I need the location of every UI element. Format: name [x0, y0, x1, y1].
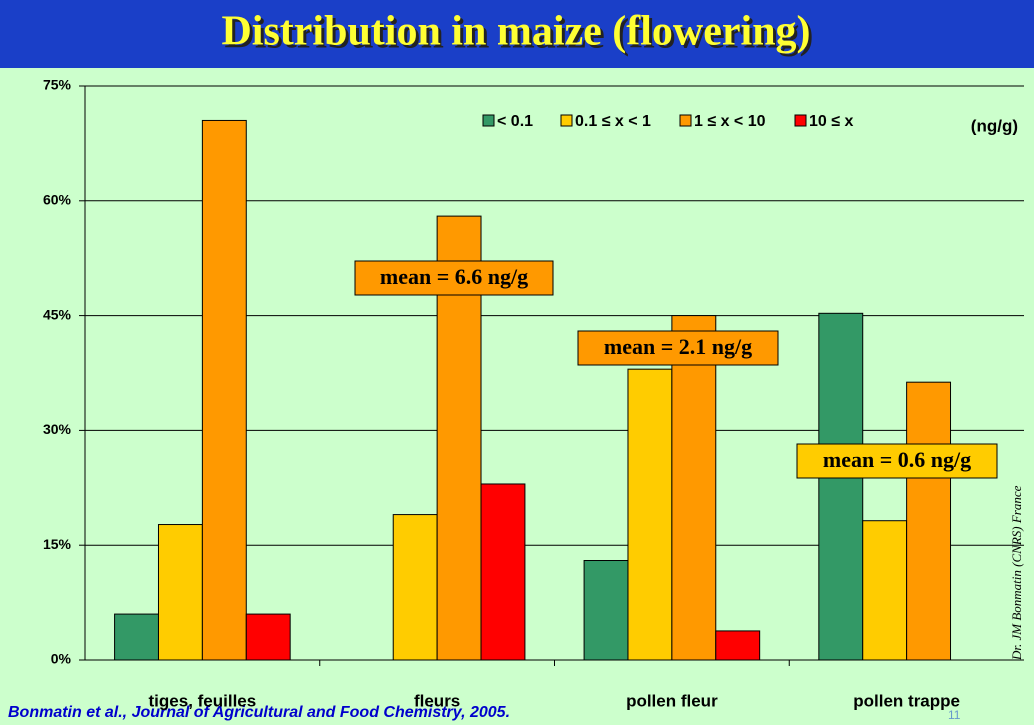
bar [114, 613, 159, 661]
y-tick-label: 45% [43, 306, 72, 322]
title-shadow: Distribution in maize (flowering) [224, 12, 813, 58]
bar [480, 483, 526, 661]
y-tick-label: 15% [43, 536, 72, 552]
legend-label: 10 ≤ x [809, 113, 853, 130]
annotation: mean = 6.6 ng/g [380, 264, 528, 289]
legend-swatch [794, 114, 807, 127]
bar [671, 315, 717, 661]
x-tick-label: pollen fleur [626, 691, 718, 710]
chart-title: Distribution in maize (flowering) [221, 9, 810, 55]
bar [245, 613, 291, 661]
bar [157, 524, 203, 661]
annotation-box [354, 260, 554, 296]
x-tick-label: fleurs [414, 691, 460, 710]
legend-swatch [679, 114, 692, 127]
page-number: 11 [948, 708, 961, 722]
bar [906, 381, 952, 661]
x-tick-label: tiges, feuilles [149, 691, 257, 710]
y-tick-label: 0% [51, 651, 72, 667]
y-tick-label: 30% [43, 421, 72, 437]
bar [715, 630, 761, 661]
annotation-box [577, 330, 779, 366]
legend-label: < 0.1 [497, 113, 533, 130]
source: Bonmatin et al., Journal of Agricultural… [8, 704, 510, 721]
bar [201, 119, 247, 661]
unit-label: (ng/g) [971, 116, 1018, 135]
title-bar [0, 0, 1034, 68]
annotation: mean = 2.1 ng/g [604, 334, 752, 359]
legend-label: 1 ≤ x < 10 [694, 113, 766, 130]
credit: Dr. JM Bonmatin (CNRS) France [1009, 485, 1024, 661]
x-tick-label: pollen trappe [853, 691, 960, 710]
legend-swatch [560, 114, 573, 127]
y-tick-label: 60% [43, 192, 72, 208]
bar [862, 520, 908, 661]
annotation: mean = 0.6 ng/g [823, 447, 971, 472]
y-tick-label: 75% [43, 77, 72, 93]
annotation-box [796, 443, 998, 479]
bar [627, 368, 673, 661]
bar [392, 514, 438, 661]
legend-swatch [482, 114, 495, 127]
bar [583, 560, 629, 661]
bar [818, 312, 864, 661]
legend-label: 0.1 ≤ x < 1 [575, 113, 651, 130]
